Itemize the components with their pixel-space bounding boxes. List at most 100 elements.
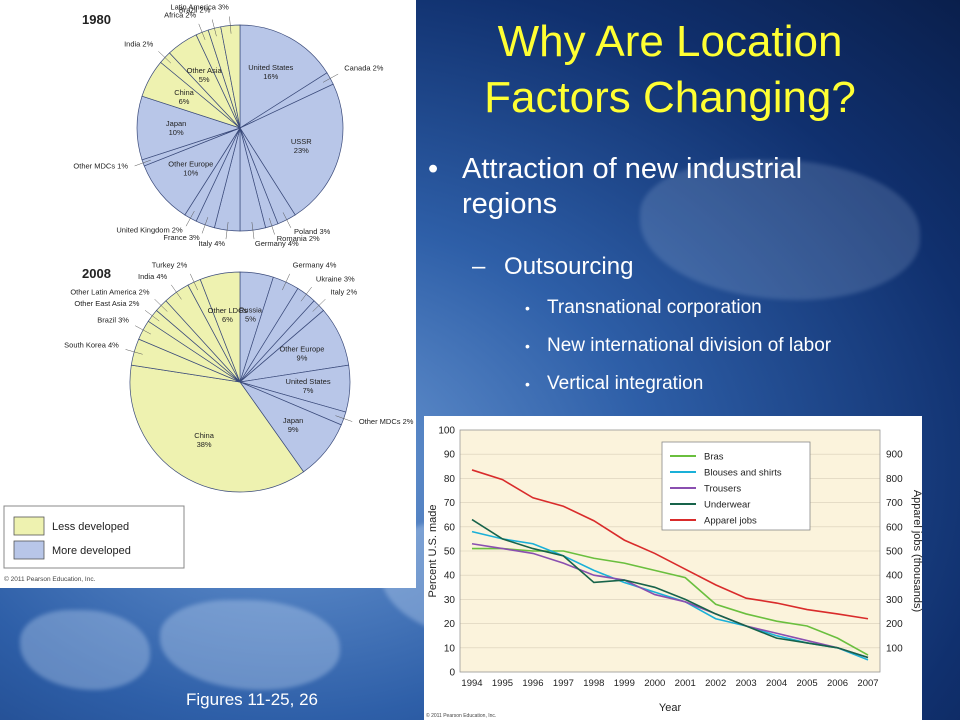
x-tick-label: 2006 — [827, 678, 848, 689]
pie-label-1980-other-asia: Other Asia 5% — [187, 66, 223, 84]
pie-label-1980-africa: Africa 2% — [164, 10, 196, 19]
map-landmass — [160, 600, 340, 690]
y-tick-label: 100 — [438, 426, 455, 437]
line-legend: Bras Blouses and shirts Trousers Underwear A… — [670, 452, 782, 527]
tick-labels: 0 10 20 30 40 50 60 70 80 90 100 100 200 300 400 500 600… — [438, 426, 903, 690]
pie-label-2008-other-east-asia: Other East Asia 2% — [74, 299, 139, 308]
pie-label-2008-south-korea: South Korea 4% — [64, 341, 119, 350]
series-line-bras — [472, 547, 869, 656]
pie-2008-title: 2008 — [82, 266, 111, 281]
pie-label-2008-china: China 38% — [194, 431, 214, 449]
pie-label-1980-ussr: USSR 23% — [291, 137, 312, 155]
y-right-tick-label: 600 — [886, 522, 903, 533]
pie-leader-line — [322, 73, 339, 83]
x-tick-label: 1997 — [553, 678, 574, 689]
pie-label-1980-brazil: Brazil 2% — [179, 6, 211, 15]
x-tick-label: 1998 — [583, 678, 604, 689]
x-tick-label: 1999 — [614, 678, 635, 689]
x-tick-label: 2007 — [857, 678, 878, 689]
y-tick-label: 50 — [444, 547, 456, 558]
pie-label-2008-other-ldcs: Other LDCs 6% — [208, 306, 248, 324]
legend-swatch-less — [13, 516, 45, 536]
pie-label-1980-united-kingdom: United Kingdom 2% — [116, 225, 183, 234]
x-tick-label: 1996 — [522, 678, 543, 689]
pie-slice-2008-china — [129, 364, 305, 493]
pie-label-1980-germany: Germany 4% — [255, 239, 299, 248]
y-right-tick-label: 800 — [886, 474, 903, 485]
y-tick-label: 80 — [444, 474, 456, 485]
pie-leader-line — [135, 325, 151, 335]
pie-leader-line — [269, 218, 275, 235]
pie-label-2008-united-states: United States 7% — [286, 377, 331, 395]
y-right-tick-label: 100 — [886, 643, 903, 654]
pie-leader-line — [198, 23, 206, 40]
y-right-tick-label: 900 — [886, 450, 903, 461]
pie-leader-line — [185, 210, 195, 227]
x-tick-label: 2003 — [736, 678, 757, 689]
pie-slice-2008-other-ldcs — [199, 271, 241, 383]
x-tick-label: 2001 — [675, 678, 696, 689]
pie-label-1980-other-mdcs: Other MDCs 1% — [73, 161, 128, 170]
pie-label-1980-canada: Canada 2% — [344, 64, 384, 73]
pie-label-2008-india: India 4% — [138, 272, 168, 281]
x-tick-label: 2002 — [705, 678, 726, 689]
bullet-text: Attraction of new industrial regions — [462, 153, 803, 220]
pie-leader-line — [171, 284, 182, 300]
line-copyright: © 2011 Pearson Education, Inc. — [426, 712, 496, 719]
pie-leader-line — [134, 159, 151, 167]
pie-label-1980-italy: Italy 4% — [198, 239, 225, 248]
y-tick-label: 90 — [444, 450, 456, 461]
pie-charts-figure: 1980 2008 United States 16% Canada 2% USSR 2… — [0, 0, 416, 588]
series-line-apparel-jobs — [471, 469, 869, 620]
pie-label-2008-russia: Russia 5% — [239, 306, 263, 324]
pie-label-1980-latin-america: Latin America 3% — [170, 3, 229, 12]
legend-swatch-more — [13, 540, 45, 560]
bullet-dot-icon: • — [525, 376, 530, 392]
x-tick-label: 2004 — [766, 678, 787, 689]
slide-title-line-2: Factors Changing? — [484, 73, 856, 122]
bullet-level-2: – Outsourcing — [472, 252, 633, 282]
legend-label-trousers: Trousers — [704, 484, 741, 495]
plot-frame — [459, 429, 881, 673]
pie-2008 — [129, 271, 351, 493]
bullet-text: New international division of labor — [547, 335, 832, 356]
pie-leader-line — [158, 51, 172, 64]
bullet-text: Transnational corporation — [547, 297, 762, 318]
y-tick-label: 10 — [444, 643, 456, 654]
pie-label-2008-ukraine: Ukraine 3% — [316, 274, 355, 283]
pie-label-2008-italy: Italy 2% — [330, 287, 357, 296]
map-landmass — [20, 610, 150, 690]
pie-leader-line — [282, 273, 290, 291]
pie-leader-line — [312, 298, 326, 312]
legend-label-apparel-jobs: Apparel jobs — [704, 516, 757, 527]
pie-leader-line — [201, 217, 209, 234]
x-tick-label: 2000 — [644, 678, 665, 689]
y-right-tick-label: 500 — [886, 547, 903, 558]
legend-label-less: Less developed — [52, 521, 129, 533]
pie-label-2008-turkey: Turkey 2% — [152, 261, 188, 270]
x-tick-label: 1994 — [461, 678, 482, 689]
pie-label-2008-brazil: Brazil 3% — [97, 315, 129, 324]
y-tick-label: 20 — [444, 619, 456, 630]
y-right-tick-label: 200 — [886, 619, 903, 630]
y-tick-label: 0 — [449, 668, 455, 679]
dash-icon: – — [472, 253, 486, 280]
pie-label-1980-other-europe: Other Europe 10% — [168, 160, 213, 178]
pie-leader-line — [125, 349, 143, 355]
y-axis-label: Percent U.S. made — [427, 505, 439, 598]
y-tick-label: 60 — [444, 522, 456, 533]
bullet-dot-icon: • — [428, 153, 439, 185]
legend-label-underwear: Underwear — [704, 500, 750, 511]
pie-label-2008-other-mdcs: Other MDCs 2% — [359, 417, 414, 426]
line-chart-figure: 0 10 20 30 40 50 60 70 80 90 100 100 200 300 400 500 600… — [424, 416, 923, 720]
y-right-tick-label: 400 — [886, 571, 903, 582]
series-lines — [471, 469, 869, 661]
pie-leader-line — [144, 310, 160, 322]
series-line-underwear — [471, 518, 869, 659]
pie-label-1980-france: France 3% — [163, 233, 200, 242]
bullet-text: Outsourcing — [504, 253, 634, 280]
pie-slice-1980-ussr — [239, 83, 344, 216]
y-tick-label: 40 — [444, 571, 456, 582]
pie-label-1980-japan: Japan 10% — [166, 119, 186, 137]
